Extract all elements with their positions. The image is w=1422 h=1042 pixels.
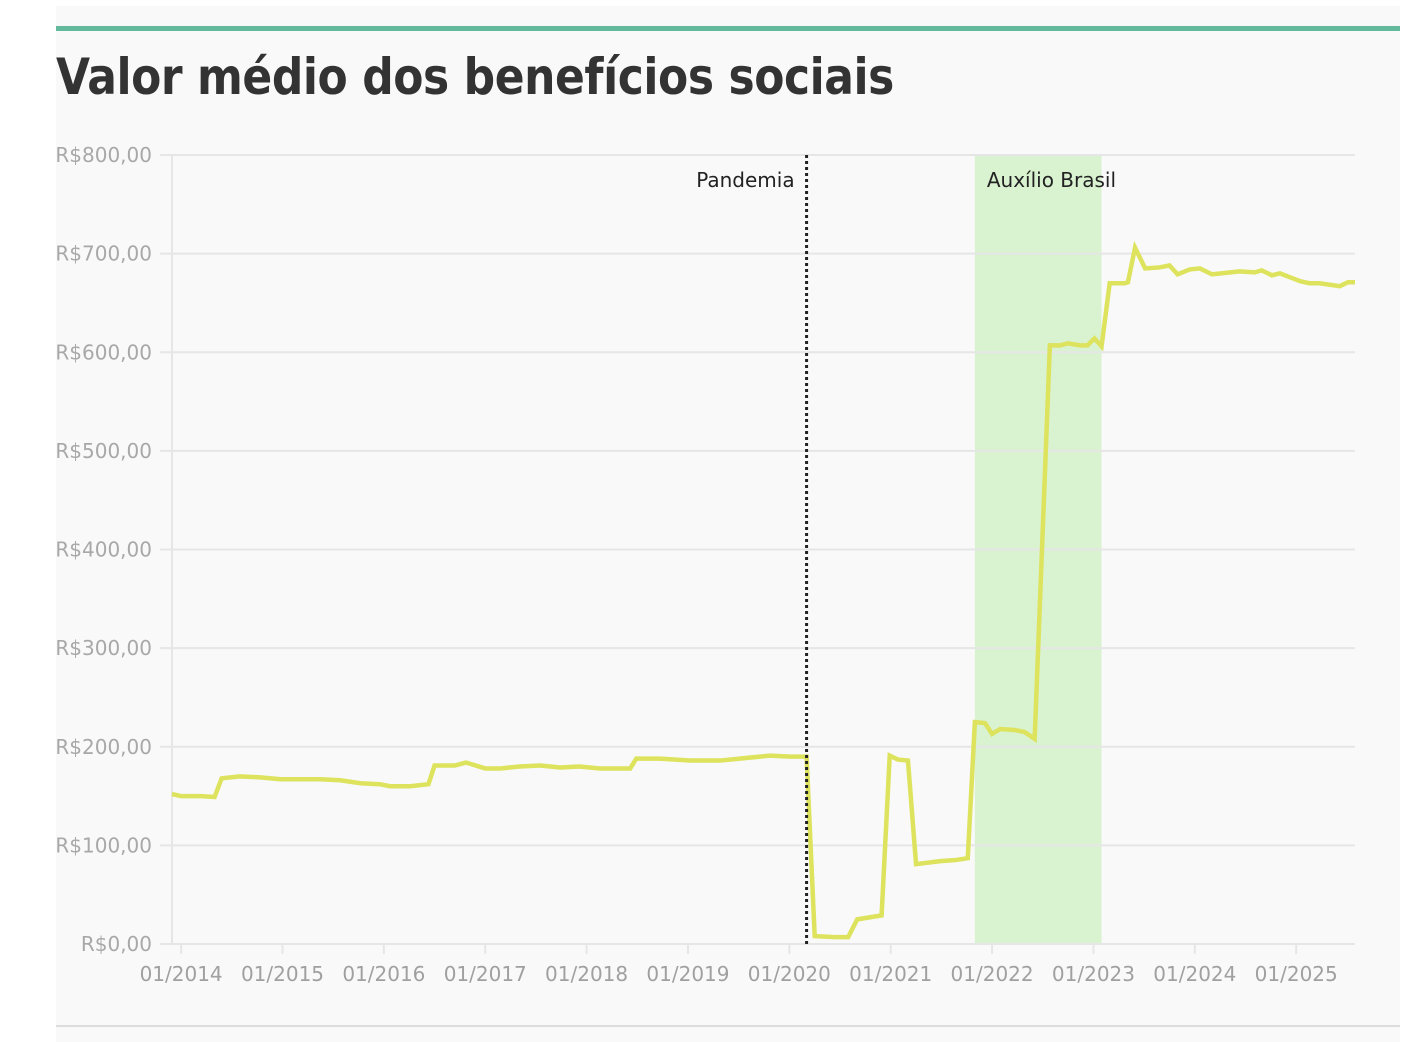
y-tick-label: R$800,00: [55, 143, 152, 167]
bottom-divider: [56, 1025, 1400, 1027]
x-tick-label: 01/2021: [849, 962, 932, 986]
x-tick-label: 01/2022: [951, 962, 1034, 986]
chart-panel: [56, 6, 1400, 1042]
auxilio-brasil-label: Auxílio Brasil: [987, 168, 1116, 192]
y-tick-label: R$500,00: [55, 439, 152, 463]
y-tick-label: R$300,00: [55, 636, 152, 660]
chart-title: Valor médio dos benefícios sociais: [56, 48, 894, 106]
x-tick-label: 01/2019: [646, 962, 729, 986]
series-line-valor-medio: [171, 240, 1355, 940]
y-tick-label: R$600,00: [55, 340, 152, 364]
x-tick-label: 01/2017: [444, 962, 527, 986]
accent-bar: [56, 26, 1400, 31]
y-tick-label: R$700,00: [55, 242, 152, 266]
x-tick-label: 01/2014: [140, 962, 223, 986]
y-tick-label: R$200,00: [55, 735, 152, 759]
y-tick-label: R$100,00: [55, 833, 152, 857]
x-tick-label: 01/2016: [342, 962, 425, 986]
x-tick-label: 01/2023: [1052, 962, 1135, 986]
y-tick-label: R$400,00: [55, 538, 152, 562]
y-tick-label: R$0,00: [81, 932, 152, 956]
x-tick-label: 01/2025: [1255, 962, 1338, 986]
x-tick-label: 01/2020: [748, 962, 831, 986]
x-tick-label: 01/2015: [241, 962, 324, 986]
pandemia-label: Pandemia: [696, 168, 794, 192]
x-tick-label: 01/2024: [1153, 962, 1236, 986]
x-tick-label: 01/2018: [545, 962, 628, 986]
